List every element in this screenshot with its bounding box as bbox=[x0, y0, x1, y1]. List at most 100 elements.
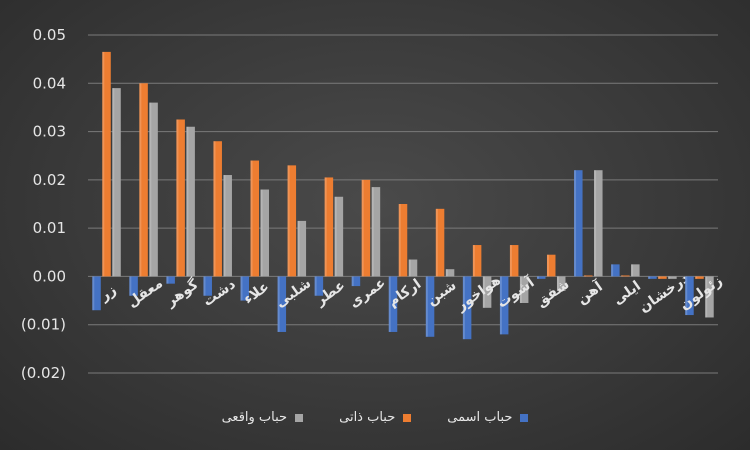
bar-highlight bbox=[658, 276, 661, 279]
legend-swatch bbox=[295, 413, 304, 422]
bar-highlight bbox=[705, 276, 708, 318]
y-tick-label: 0.03 bbox=[33, 123, 66, 141]
bar bbox=[166, 276, 175, 284]
bar bbox=[462, 276, 472, 340]
bar bbox=[223, 175, 232, 277]
bar bbox=[536, 276, 546, 279]
bar-highlight bbox=[361, 179, 364, 277]
bar-highlight bbox=[297, 220, 300, 277]
bar-highlight bbox=[584, 275, 587, 277]
y-tick-label: 0.01 bbox=[33, 219, 66, 237]
bar-highlight bbox=[472, 245, 475, 277]
bar-highlight bbox=[685, 276, 688, 316]
bar-highlight bbox=[371, 187, 374, 277]
bar-highlight bbox=[250, 160, 253, 277]
bar-highlight bbox=[149, 102, 152, 277]
bar-highlight bbox=[351, 276, 354, 287]
bar bbox=[287, 165, 297, 277]
bar bbox=[213, 141, 222, 277]
bar bbox=[574, 170, 583, 277]
bar bbox=[695, 276, 704, 279]
bar bbox=[112, 88, 121, 277]
bar bbox=[297, 220, 307, 277]
bar bbox=[351, 276, 361, 287]
legend-item: حباب ذاتی bbox=[339, 410, 412, 425]
bar bbox=[509, 245, 519, 277]
category-label: هواخور bbox=[453, 272, 504, 314]
bar bbox=[92, 276, 101, 311]
bar bbox=[129, 276, 138, 296]
category-label: آهن bbox=[573, 276, 607, 307]
bar bbox=[631, 264, 640, 277]
bar bbox=[668, 276, 677, 279]
y-tick-label: (0.02) bbox=[21, 364, 66, 382]
legend-label: حباب واقعی bbox=[221, 410, 288, 425]
bar-highlight bbox=[213, 141, 216, 277]
bar-highlight bbox=[102, 51, 105, 277]
bar bbox=[425, 276, 435, 337]
bar bbox=[594, 170, 603, 277]
bar bbox=[472, 245, 482, 277]
legend-item: حباب اسمی bbox=[447, 410, 529, 425]
bar-highlight bbox=[139, 83, 142, 277]
bar-highlight bbox=[240, 276, 243, 301]
bar bbox=[176, 119, 185, 277]
bar bbox=[277, 276, 287, 332]
bar-highlight bbox=[594, 170, 597, 277]
bar bbox=[149, 102, 158, 277]
y-tick-label: (0.01) bbox=[21, 316, 66, 334]
legend-item: حباب واقعی bbox=[222, 410, 304, 425]
bar-highlight bbox=[314, 276, 317, 296]
bar bbox=[334, 196, 344, 277]
bar-highlight bbox=[324, 177, 327, 277]
bar-highlight bbox=[203, 276, 206, 296]
bar-chart: 0.050.040.030.020.010.00(0.01)(0.02)زر مع… bbox=[21, 26, 726, 382]
bar bbox=[250, 160, 260, 277]
bar-highlight bbox=[536, 276, 539, 279]
legend-label: حباب اسمی bbox=[447, 410, 513, 425]
bar-highlight bbox=[166, 276, 169, 284]
bar bbox=[584, 275, 593, 277]
bar-highlight bbox=[129, 276, 132, 296]
bar bbox=[240, 276, 250, 301]
bar-highlight bbox=[398, 204, 401, 277]
bar-highlight bbox=[462, 276, 465, 340]
bar bbox=[435, 208, 445, 277]
bar bbox=[705, 276, 714, 318]
bar-highlight bbox=[621, 275, 624, 277]
bar bbox=[203, 276, 212, 296]
bar-highlight bbox=[546, 254, 549, 277]
bar bbox=[388, 276, 398, 332]
legend-label: حباب ذاتی bbox=[339, 410, 396, 425]
bar bbox=[260, 189, 270, 277]
bar-highlight bbox=[648, 276, 651, 279]
bar-highlight bbox=[509, 245, 512, 277]
bar-highlight bbox=[611, 264, 614, 277]
bar bbox=[658, 276, 667, 279]
bar-highlight bbox=[631, 264, 634, 277]
bar-highlight bbox=[186, 126, 189, 277]
bar bbox=[519, 276, 529, 303]
bar bbox=[361, 179, 371, 277]
legend-swatch bbox=[520, 413, 529, 422]
bar-highlight bbox=[223, 175, 226, 277]
bar-highlight bbox=[277, 276, 280, 332]
bar bbox=[482, 276, 492, 308]
bar bbox=[314, 276, 324, 296]
bar-highlight bbox=[695, 276, 698, 279]
bar-highlight bbox=[574, 170, 577, 277]
bar bbox=[685, 276, 694, 316]
bar-highlight bbox=[112, 88, 115, 277]
y-tick-label: 0.04 bbox=[33, 74, 66, 92]
bar bbox=[611, 264, 620, 277]
category-label: شفق bbox=[533, 276, 572, 310]
bar-highlight bbox=[408, 259, 411, 277]
y-tick-label: 0.05 bbox=[33, 26, 66, 44]
bar-highlight bbox=[176, 119, 179, 277]
bar bbox=[186, 126, 195, 277]
bar bbox=[398, 204, 408, 277]
bar bbox=[324, 177, 334, 277]
y-tick-label: 0.02 bbox=[33, 171, 66, 189]
bar bbox=[621, 275, 630, 277]
bar bbox=[445, 269, 455, 277]
